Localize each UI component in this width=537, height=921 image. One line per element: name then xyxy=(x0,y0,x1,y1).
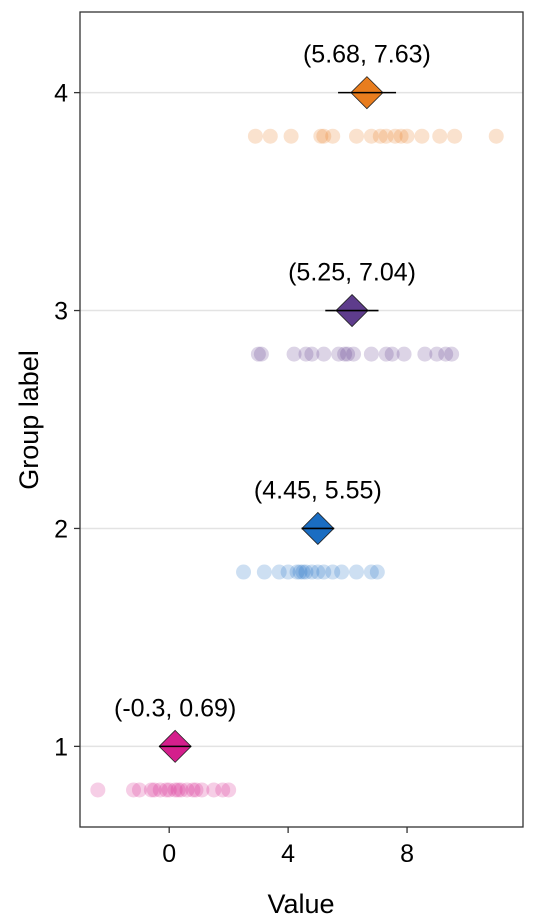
point-group-2 xyxy=(304,564,320,580)
point-group-1 xyxy=(179,782,195,798)
point-group-1 xyxy=(221,782,237,798)
y-axis-title: Group label xyxy=(14,350,44,490)
point-group-3 xyxy=(396,346,412,362)
y-tick-label-2: 2 xyxy=(54,515,68,543)
point-group-2 xyxy=(325,564,341,580)
point-group-1 xyxy=(167,782,183,798)
point-group-4 xyxy=(447,128,463,144)
y-tick-label-3: 3 xyxy=(54,298,68,326)
plot-frame xyxy=(79,11,524,828)
point-group-1 xyxy=(173,782,189,798)
x-axis: 0 4 8 xyxy=(162,827,414,868)
point-group-2 xyxy=(280,564,296,580)
point-group-1 xyxy=(215,782,231,798)
point-group-1 xyxy=(158,782,174,798)
plot-background xyxy=(80,12,523,827)
point-group-3 xyxy=(316,346,332,362)
data-points xyxy=(90,128,504,798)
point-group-2 xyxy=(292,564,308,580)
point-group-4 xyxy=(378,128,394,144)
point-group-1 xyxy=(185,782,201,798)
point-group-1 xyxy=(131,782,147,798)
point-group-1 xyxy=(206,782,222,798)
point-group-2 xyxy=(236,564,252,580)
point-group-3 xyxy=(298,346,314,362)
point-group-2 xyxy=(310,564,326,580)
point-group-2 xyxy=(256,564,272,580)
point-group-1 xyxy=(152,782,168,798)
point-group-4 xyxy=(325,128,341,144)
point-group-4 xyxy=(414,128,430,144)
point-group-4 xyxy=(283,128,299,144)
point-group-3 xyxy=(378,346,394,362)
point-group-1 xyxy=(126,782,142,798)
point-group-4 xyxy=(399,128,415,144)
point-group-2 xyxy=(369,564,385,580)
point-group-3 xyxy=(286,346,302,362)
point-group-4 xyxy=(262,128,278,144)
point-group-4 xyxy=(393,128,409,144)
point-group-1 xyxy=(90,782,106,798)
point-group-1 xyxy=(146,782,162,798)
point-group-4 xyxy=(432,128,448,144)
point-group-3 xyxy=(304,346,320,362)
point-group-4 xyxy=(363,128,379,144)
point-group-3 xyxy=(363,346,379,362)
point-group-2 xyxy=(316,564,332,580)
point-group-2 xyxy=(298,564,314,580)
point-group-3 xyxy=(250,346,266,362)
point-group-4 xyxy=(349,128,365,144)
x-tick-label-4: 4 xyxy=(281,840,295,868)
interval-label-group-1: (-0.3, 0.69) xyxy=(114,694,236,722)
point-group-4 xyxy=(247,128,263,144)
point-group-3 xyxy=(438,346,454,362)
point-group-2 xyxy=(334,564,350,580)
point-group-3 xyxy=(331,346,347,362)
point-group-1 xyxy=(161,782,177,798)
point-group-3 xyxy=(340,346,356,362)
point-group-3 xyxy=(417,346,433,362)
y-tick-label-4: 4 xyxy=(54,80,68,108)
point-group-3 xyxy=(444,346,460,362)
point-group-4 xyxy=(316,128,332,144)
point-group-3 xyxy=(337,346,353,362)
point-group-1 xyxy=(194,782,210,798)
point-group-3 xyxy=(253,346,269,362)
point-group-3 xyxy=(384,346,400,362)
point-group-1 xyxy=(170,782,186,798)
point-group-2 xyxy=(295,564,311,580)
point-group-2 xyxy=(271,564,287,580)
point-group-4 xyxy=(372,128,388,144)
point-group-2 xyxy=(289,564,305,580)
point-group-4 xyxy=(313,128,329,144)
mean-markers xyxy=(158,76,397,763)
point-group-3 xyxy=(429,346,445,362)
point-group-1 xyxy=(143,782,159,798)
point-group-2 xyxy=(363,564,379,580)
y-tick-label-1: 1 xyxy=(54,733,68,761)
interval-annotations: (-0.3, 0.69) (4.45, 5.55) (5.25, 7.04) (5.6… xyxy=(114,41,431,723)
y-axis: 1 2 3 4 xyxy=(54,80,80,761)
x-axis-title: Value xyxy=(267,889,334,919)
point-group-3 xyxy=(346,346,362,362)
x-tick-label-8: 8 xyxy=(400,840,414,868)
interval-label-group-3: (5.25, 7.04) xyxy=(288,259,416,287)
point-group-1 xyxy=(188,782,204,798)
interval-label-group-4: (5.68, 7.63) xyxy=(303,41,431,69)
point-group-4 xyxy=(488,128,504,144)
point-group-2 xyxy=(349,564,365,580)
interval-label-group-2: (4.45, 5.55) xyxy=(254,476,382,504)
x-tick-label-0: 0 xyxy=(162,840,176,868)
point-group-4 xyxy=(387,128,403,144)
